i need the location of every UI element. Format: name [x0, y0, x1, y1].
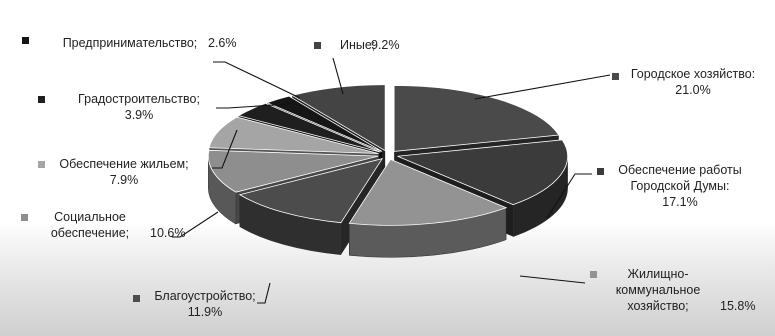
data-label-text: Предпринимательство;: [63, 36, 198, 50]
data-label: Жилищно-коммунальное хозяйство; 15.8%: [519, 267, 755, 313]
data-label-value: 17.1%: [662, 195, 697, 209]
leader-line: [546, 173, 592, 219]
legend-key: [38, 161, 45, 168]
data-label: Благоустройство; 11.9%: [133, 282, 271, 319]
data-label-text: Жилищно-: [627, 267, 688, 281]
pie-slice: [393, 85, 560, 152]
pie-slice: [291, 84, 386, 152]
data-label-value: 3.9%: [125, 108, 154, 122]
legend-key: [38, 96, 45, 103]
data-label: Обеспечение жильем; 7.9%: [38, 129, 238, 187]
data-label-text: Городской Думы:: [631, 179, 730, 193]
data-label-text: хозяйство;: [627, 299, 688, 313]
data-label-value: 11.9%: [188, 305, 223, 319]
data-label-value: 7.9%: [110, 173, 139, 187]
data-label-text: Иные;: [340, 38, 375, 52]
leader-line: [332, 57, 344, 95]
data-label: Социальное обеспечение; 10.6%: [21, 210, 219, 240]
data-label: Городское хозяйство: 21.0%: [474, 67, 755, 100]
data-label: Иные;9.2%: [314, 38, 400, 95]
leader-line: [212, 129, 238, 169]
data-label-text: Обеспечение жильем;: [59, 157, 188, 171]
data-label-value: 9.2%: [371, 38, 400, 52]
data-label-value: 2.6%: [208, 36, 237, 50]
pie-tops: [207, 84, 568, 226]
pie-slice: [265, 95, 383, 152]
data-label-text: обеспечение;: [51, 226, 129, 240]
leader-line: [474, 74, 611, 100]
data-label-value: 10.6%: [150, 226, 185, 240]
pie-slice: [397, 139, 568, 206]
data-label-value: 21.0%: [675, 83, 710, 97]
data-label-text: Городское хозяйство:: [631, 67, 755, 81]
legend-key: [21, 214, 28, 221]
data-label-text: Благоустройство;: [154, 289, 255, 303]
pie-slice: [238, 158, 384, 224]
data-label-text: коммунальное: [616, 283, 701, 297]
legend-key: [22, 37, 29, 44]
leader-line: [172, 211, 219, 238]
data-label-value: 15.8%: [720, 299, 755, 313]
data-label-text: Социальное: [54, 210, 126, 224]
legend-key: [612, 73, 619, 80]
legend-key: [133, 295, 140, 302]
leader-line: [519, 275, 586, 284]
data-label-text: Обеспечение работы: [618, 163, 741, 177]
leader-line: [216, 103, 291, 109]
data-label: Обеспечение работы Городской Думы: 17.1%: [546, 163, 742, 219]
pie-slice: [208, 116, 379, 154]
legend-key: [314, 42, 321, 49]
leader-line: [257, 282, 271, 304]
legend-key: [590, 271, 597, 278]
leader-line: [213, 61, 301, 99]
data-labels: Городское хозяйство: 21.0% Обеспечение раб…: [21, 36, 755, 319]
pie-slice: [348, 158, 508, 226]
data-label: Предпринимательство; 2.6%: [22, 36, 301, 99]
data-label-text: Градостроительство;: [78, 92, 200, 106]
pie-slice: [237, 102, 381, 153]
pie-slice: [207, 149, 379, 193]
data-label: Градостроительство; 3.9%: [38, 92, 291, 122]
legend-key: [597, 168, 604, 175]
